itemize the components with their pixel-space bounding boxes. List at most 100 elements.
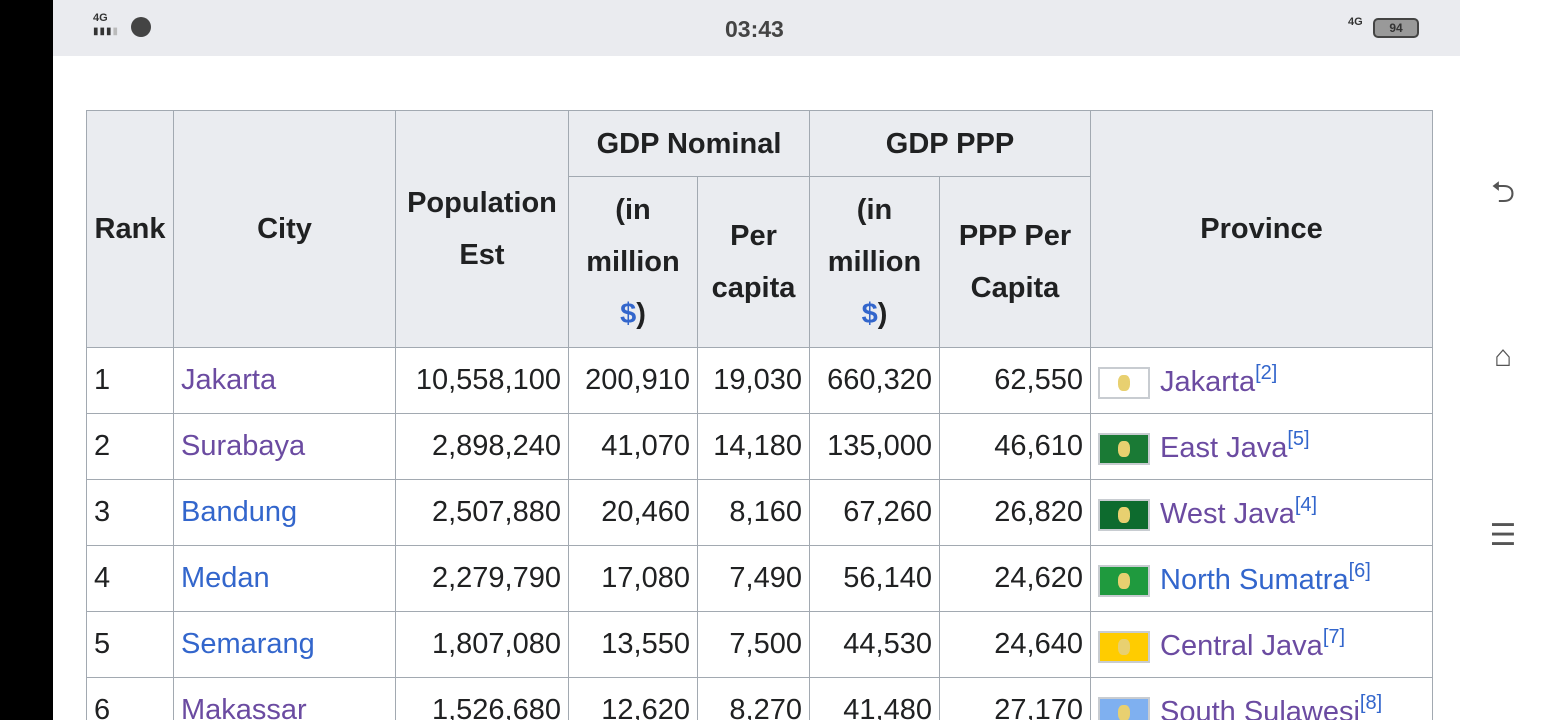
province: Jakarta[2] [1090,347,1433,414]
table-row: 5 Semarang 1,807,080 13,550 7,500 44,530… [86,611,1433,678]
table-row: 4 Medan 2,279,790 17,080 7,490 56,140 24… [86,545,1433,612]
dollar-link[interactable]: $ [861,298,878,330]
rank: 3 [86,479,174,546]
back-icon[interactable]: ⮌ [1490,176,1516,209]
home-icon[interactable]: ⌂ [1493,340,1513,373]
province-link[interactable]: South Sulawesi [1160,695,1360,720]
gdp-ppp: 41,480 [809,677,940,720]
gdp-nominal: 41,070 [568,413,698,480]
ppp-per-capita: 26,820 [939,479,1091,546]
city-link[interactable]: Jakarta [181,364,277,396]
ppp-per-capita: 62,550 [939,347,1091,414]
signal-icon: 4G [93,12,108,24]
gdp-per-capita: 7,490 [697,545,810,612]
header-ppp-million[interactable]: (in million $) [809,176,940,348]
province: West Java[4] [1090,479,1433,546]
city-link[interactable]: Medan [181,562,270,594]
gdp-per-capita: 8,270 [697,677,810,720]
population: 2,507,880 [395,479,569,546]
population: 2,898,240 [395,413,569,480]
province: Central Java[7] [1090,611,1433,678]
table-row: 1 Jakarta 10,558,100 200,910 19,030 660,… [86,347,1433,414]
clock: 03:43 [725,16,784,42]
gdp-nominal: 12,620 [568,677,698,720]
province: North Sumatra[6] [1090,545,1433,612]
reference-link[interactable]: [4] [1294,493,1318,516]
rank: 2 [86,413,174,480]
header-rank[interactable]: Rank [86,110,174,348]
table-row: 6 Makassar 1,526,680 12,620 8,270 41,480… [86,677,1433,720]
gdp-per-capita: 19,030 [697,347,810,414]
signal-bars-icon: ▮▮▮▮ [93,26,120,37]
gdp-ppp: 56,140 [809,545,940,612]
city-link[interactable]: Semarang [181,628,315,660]
flag-icon[interactable] [1098,499,1150,532]
navigation-bar: ⮌ ⌂ ☰ [1460,0,1544,720]
population: 1,526,680 [395,677,569,720]
status-bar: 4G ▮▮▮▮ 03:43 4G 94 [53,0,1460,56]
reference-link[interactable]: [7] [1322,625,1346,648]
gdp-nominal: 17,080 [568,545,698,612]
label: ) [636,298,646,330]
flag-icon[interactable] [1098,433,1150,466]
gdp-nominal: 13,550 [568,611,698,678]
header-gdp-ppp: GDP PPP [809,110,1091,177]
rank: 4 [86,545,174,612]
reference-link[interactable]: [6] [1348,559,1371,582]
rank: 1 [86,347,174,414]
dollar-link[interactable]: $ [620,298,637,330]
province-link[interactable]: North Sumatra [1160,563,1349,596]
menu-icon[interactable]: ☰ [1489,519,1517,552]
header-per-capita[interactable]: Per capita [697,176,810,348]
browser-screen: 4G ▮▮▮▮ 03:43 4G 94 Rank City Population… [53,0,1460,720]
network-icon: 4G [1348,16,1363,28]
city: Semarang [173,611,396,678]
ppp-per-capita: 24,620 [939,545,1091,612]
gdp-ppp: 660,320 [809,347,940,414]
city: Bandung [173,479,396,546]
reference-link[interactable]: [5] [1287,427,1310,450]
reference-link[interactable]: [8] [1359,691,1383,714]
gdp-per-capita: 8,160 [697,479,810,546]
province-link[interactable]: Central Java [1160,629,1323,662]
header-ppp-per-capita[interactable]: PPP Per Capita [939,176,1091,348]
city: Jakarta [173,347,396,414]
city-link[interactable]: Surabaya [181,430,306,462]
header-gdp-nominal: GDP Nominal [568,110,810,177]
ppp-per-capita: 27,170 [939,677,1091,720]
reference-link[interactable]: [2] [1255,361,1278,384]
gdp-ppp: 135,000 [809,413,940,480]
province-link[interactable]: East Java [1160,431,1288,464]
header-population[interactable]: Population Est [395,110,569,348]
population: 2,279,790 [395,545,569,612]
gdp-nominal: 200,910 [568,347,698,414]
city: Makassar [173,677,396,720]
label: ) [877,298,888,330]
gdp-ppp: 67,260 [809,479,940,546]
city-link[interactable]: Bandung [181,496,298,528]
province-link[interactable]: Jakarta [1160,365,1256,398]
city: Medan [173,545,396,612]
gdp-nominal: 20,460 [568,479,698,546]
province: South Sulawesi[8] [1090,677,1433,720]
flag-icon[interactable] [1098,367,1150,400]
table-row: 2 Surabaya 2,898,240 41,070 14,180 135,0… [86,413,1433,480]
city-link[interactable]: Makassar [181,694,307,720]
gdp-per-capita: 7,500 [697,611,810,678]
rank: 6 [86,677,174,720]
province: East Java[5] [1090,413,1433,480]
header-province[interactable]: Province [1090,110,1433,348]
flag-icon[interactable] [1098,697,1150,720]
population: 10,558,100 [395,347,569,414]
header-gdp-million[interactable]: (in million $) [568,176,698,348]
ppp-per-capita: 46,610 [939,413,1091,480]
population: 1,807,080 [395,611,569,678]
label: (in million [827,194,922,278]
flag-icon[interactable] [1098,565,1150,598]
flag-icon[interactable] [1098,631,1150,664]
gdp-ppp: 44,530 [809,611,940,678]
header-city[interactable]: City [173,110,396,348]
cities-table: Rank City Population Est GDP Nominal GDP… [86,110,1433,720]
city: Surabaya [173,413,396,480]
province-link[interactable]: West Java [1160,497,1295,530]
